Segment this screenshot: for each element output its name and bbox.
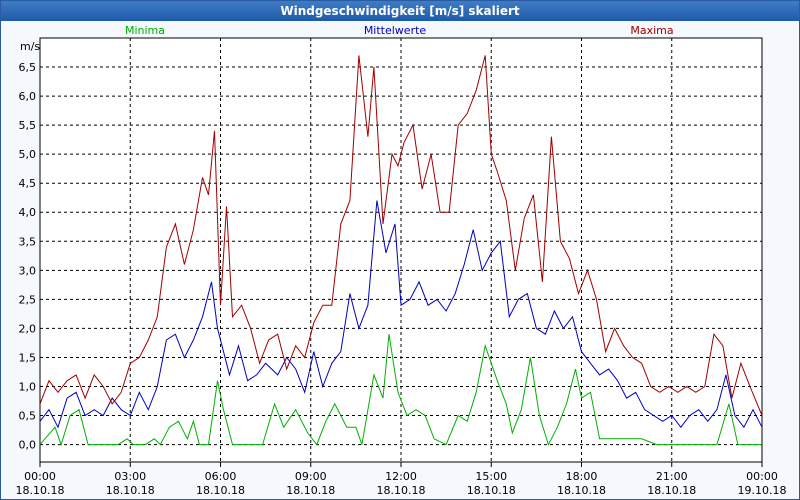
x-tick-time: 00:00 xyxy=(746,470,778,483)
y-tick-label: 0,5 xyxy=(19,410,37,423)
x-tick-date: 19.10.18 xyxy=(738,484,787,497)
y-axis-label: m/s xyxy=(20,40,40,53)
x-tick-date: 18.10.18 xyxy=(647,484,696,497)
y-tick-label: 2,0 xyxy=(19,322,37,335)
x-tick-time: 21:00 xyxy=(656,470,688,483)
chart-title: Windgeschwindigkeit [m/s] skaliert xyxy=(1,1,799,21)
y-tick-label: 4,0 xyxy=(19,206,37,219)
y-tick-label: 1,0 xyxy=(19,380,37,393)
x-tick-date: 18.10.18 xyxy=(286,484,335,497)
y-tick-label: 5,0 xyxy=(19,148,37,161)
legend: Minima Mittelwerte Maxima xyxy=(125,24,674,37)
legend-entry-minima: Minima xyxy=(125,24,165,37)
x-tick-date: 18.10.18 xyxy=(196,484,245,497)
y-axis: 0,0 0,5 1,0 1,5 2,0 2,5 3,0 3,5 4,0 4,5 5,0 5,5 6,0 6… xyxy=(19,61,37,452)
x-tick-time: 03:00 xyxy=(114,470,146,483)
x-tick-date: 18.10.18 xyxy=(377,484,426,497)
x-tick-time: 00:00 xyxy=(24,470,56,483)
y-tick-label: 6,5 xyxy=(19,61,37,74)
x-tick-date: 18.10.18 xyxy=(467,484,516,497)
x-axis: 00:0018.10.1803:0018.10.1806:0018.10.180… xyxy=(16,462,787,497)
series-lines xyxy=(39,55,763,447)
series-line-mittelwerte xyxy=(39,200,763,429)
x-tick-date: 18.10.18 xyxy=(16,484,65,497)
x-tick-time: 15:00 xyxy=(475,470,507,483)
y-tick-label: 3,5 xyxy=(19,235,37,248)
series-line-maxima xyxy=(39,55,763,416)
x-tick-time: 12:00 xyxy=(385,470,417,483)
x-tick-time: 06:00 xyxy=(205,470,237,483)
y-tick-label: 3,0 xyxy=(19,264,37,277)
y-tick-label: 2,5 xyxy=(19,293,37,306)
y-tick-label: 4,5 xyxy=(19,177,37,190)
series-line-minima xyxy=(39,334,762,447)
x-tick-time: 09:00 xyxy=(295,470,327,483)
x-tick-time: 18:00 xyxy=(566,470,598,483)
x-tick-date: 18.10.18 xyxy=(557,484,606,497)
y-tick-label: 0,0 xyxy=(19,439,37,452)
legend-entry-maxima: Maxima xyxy=(630,24,673,37)
y-tick-label: 6,0 xyxy=(19,90,37,103)
legend-entry-mittelwerte: Mittelwerte xyxy=(364,24,427,37)
x-tick-date: 18.10.18 xyxy=(106,484,155,497)
y-tick-label: 1,5 xyxy=(19,351,37,364)
y-tick-label: 5,5 xyxy=(19,119,37,132)
